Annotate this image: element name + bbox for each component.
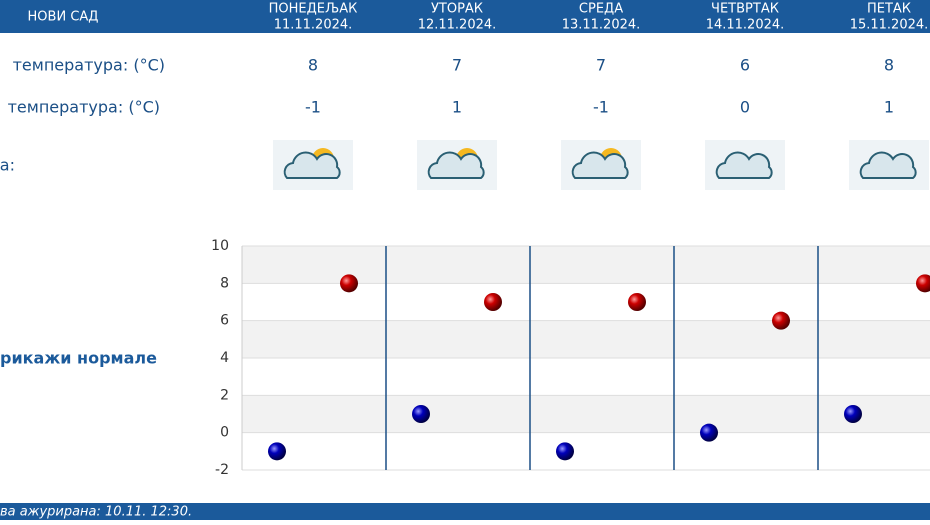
- temp-value: 7: [596, 56, 606, 75]
- day-date: 12.11.2024.: [418, 18, 497, 33]
- y-tick-label: 4: [220, 350, 229, 366]
- row-label: а:: [0, 156, 15, 175]
- point: [556, 442, 574, 461]
- temp-value: 8: [884, 56, 894, 75]
- temp-value: 7: [452, 56, 462, 75]
- point: [268, 442, 286, 461]
- point: [412, 405, 430, 423]
- day-name: СРЕДА: [579, 2, 623, 17]
- day-date: 13.11.2024.: [562, 18, 641, 33]
- grid-band: [242, 246, 930, 284]
- row-label: температура: (°C): [8, 98, 160, 117]
- grid-band: [242, 320, 930, 358]
- day-name: ЧЕТВРТАК: [711, 2, 779, 17]
- y-tick-label: -2: [215, 462, 229, 478]
- weather-icon: [417, 140, 497, 190]
- cloud: [283, 151, 341, 179]
- day-name: ПЕТАК: [867, 2, 911, 17]
- temp-value: 1: [884, 98, 894, 117]
- day-name: ПОНЕДЕЉАК: [269, 2, 358, 17]
- y-tick-label: 8: [220, 275, 229, 291]
- y-tick-label: 6: [220, 313, 229, 329]
- temp-value: -1: [593, 98, 609, 117]
- weather-icon: [705, 140, 785, 190]
- y-tick-label: 2: [220, 387, 229, 403]
- cloud: [859, 151, 917, 179]
- link[interactable]: рикажи нормале: [0, 349, 157, 368]
- cloud: [715, 151, 773, 179]
- cloud: [571, 151, 629, 179]
- day-name: УТОРАК: [431, 2, 483, 17]
- point: [700, 423, 718, 442]
- temp-value: 6: [740, 56, 750, 75]
- header-bar: [0, 0, 930, 33]
- city: НОВИ САД: [28, 10, 99, 25]
- grid-band: [242, 395, 930, 433]
- footer-bar: [0, 503, 930, 520]
- weather-icon: [849, 140, 929, 190]
- temp-value: 8: [308, 56, 318, 75]
- point: [484, 293, 502, 311]
- point: [628, 293, 646, 311]
- temp-value: 0: [740, 98, 750, 117]
- point: [844, 405, 862, 423]
- weather-icon: [273, 140, 353, 190]
- day-date: 14.11.2024.: [706, 18, 785, 33]
- temp-value: -1: [305, 98, 321, 117]
- cloud: [427, 151, 485, 179]
- point: [772, 311, 790, 330]
- y-tick-label: 10: [211, 238, 229, 254]
- footer: ва ажурирана: 10.11. 12:30.: [0, 505, 192, 520]
- point: [916, 274, 930, 293]
- day-date: 15.11.2024.: [850, 18, 929, 33]
- point: [340, 274, 358, 293]
- day-date: 11.11.2024.: [274, 18, 353, 33]
- row-label: температура: (°C): [13, 56, 165, 75]
- temp-value: 1: [452, 98, 462, 117]
- weather-icon: [561, 140, 641, 190]
- y-tick-label: 0: [220, 425, 229, 441]
